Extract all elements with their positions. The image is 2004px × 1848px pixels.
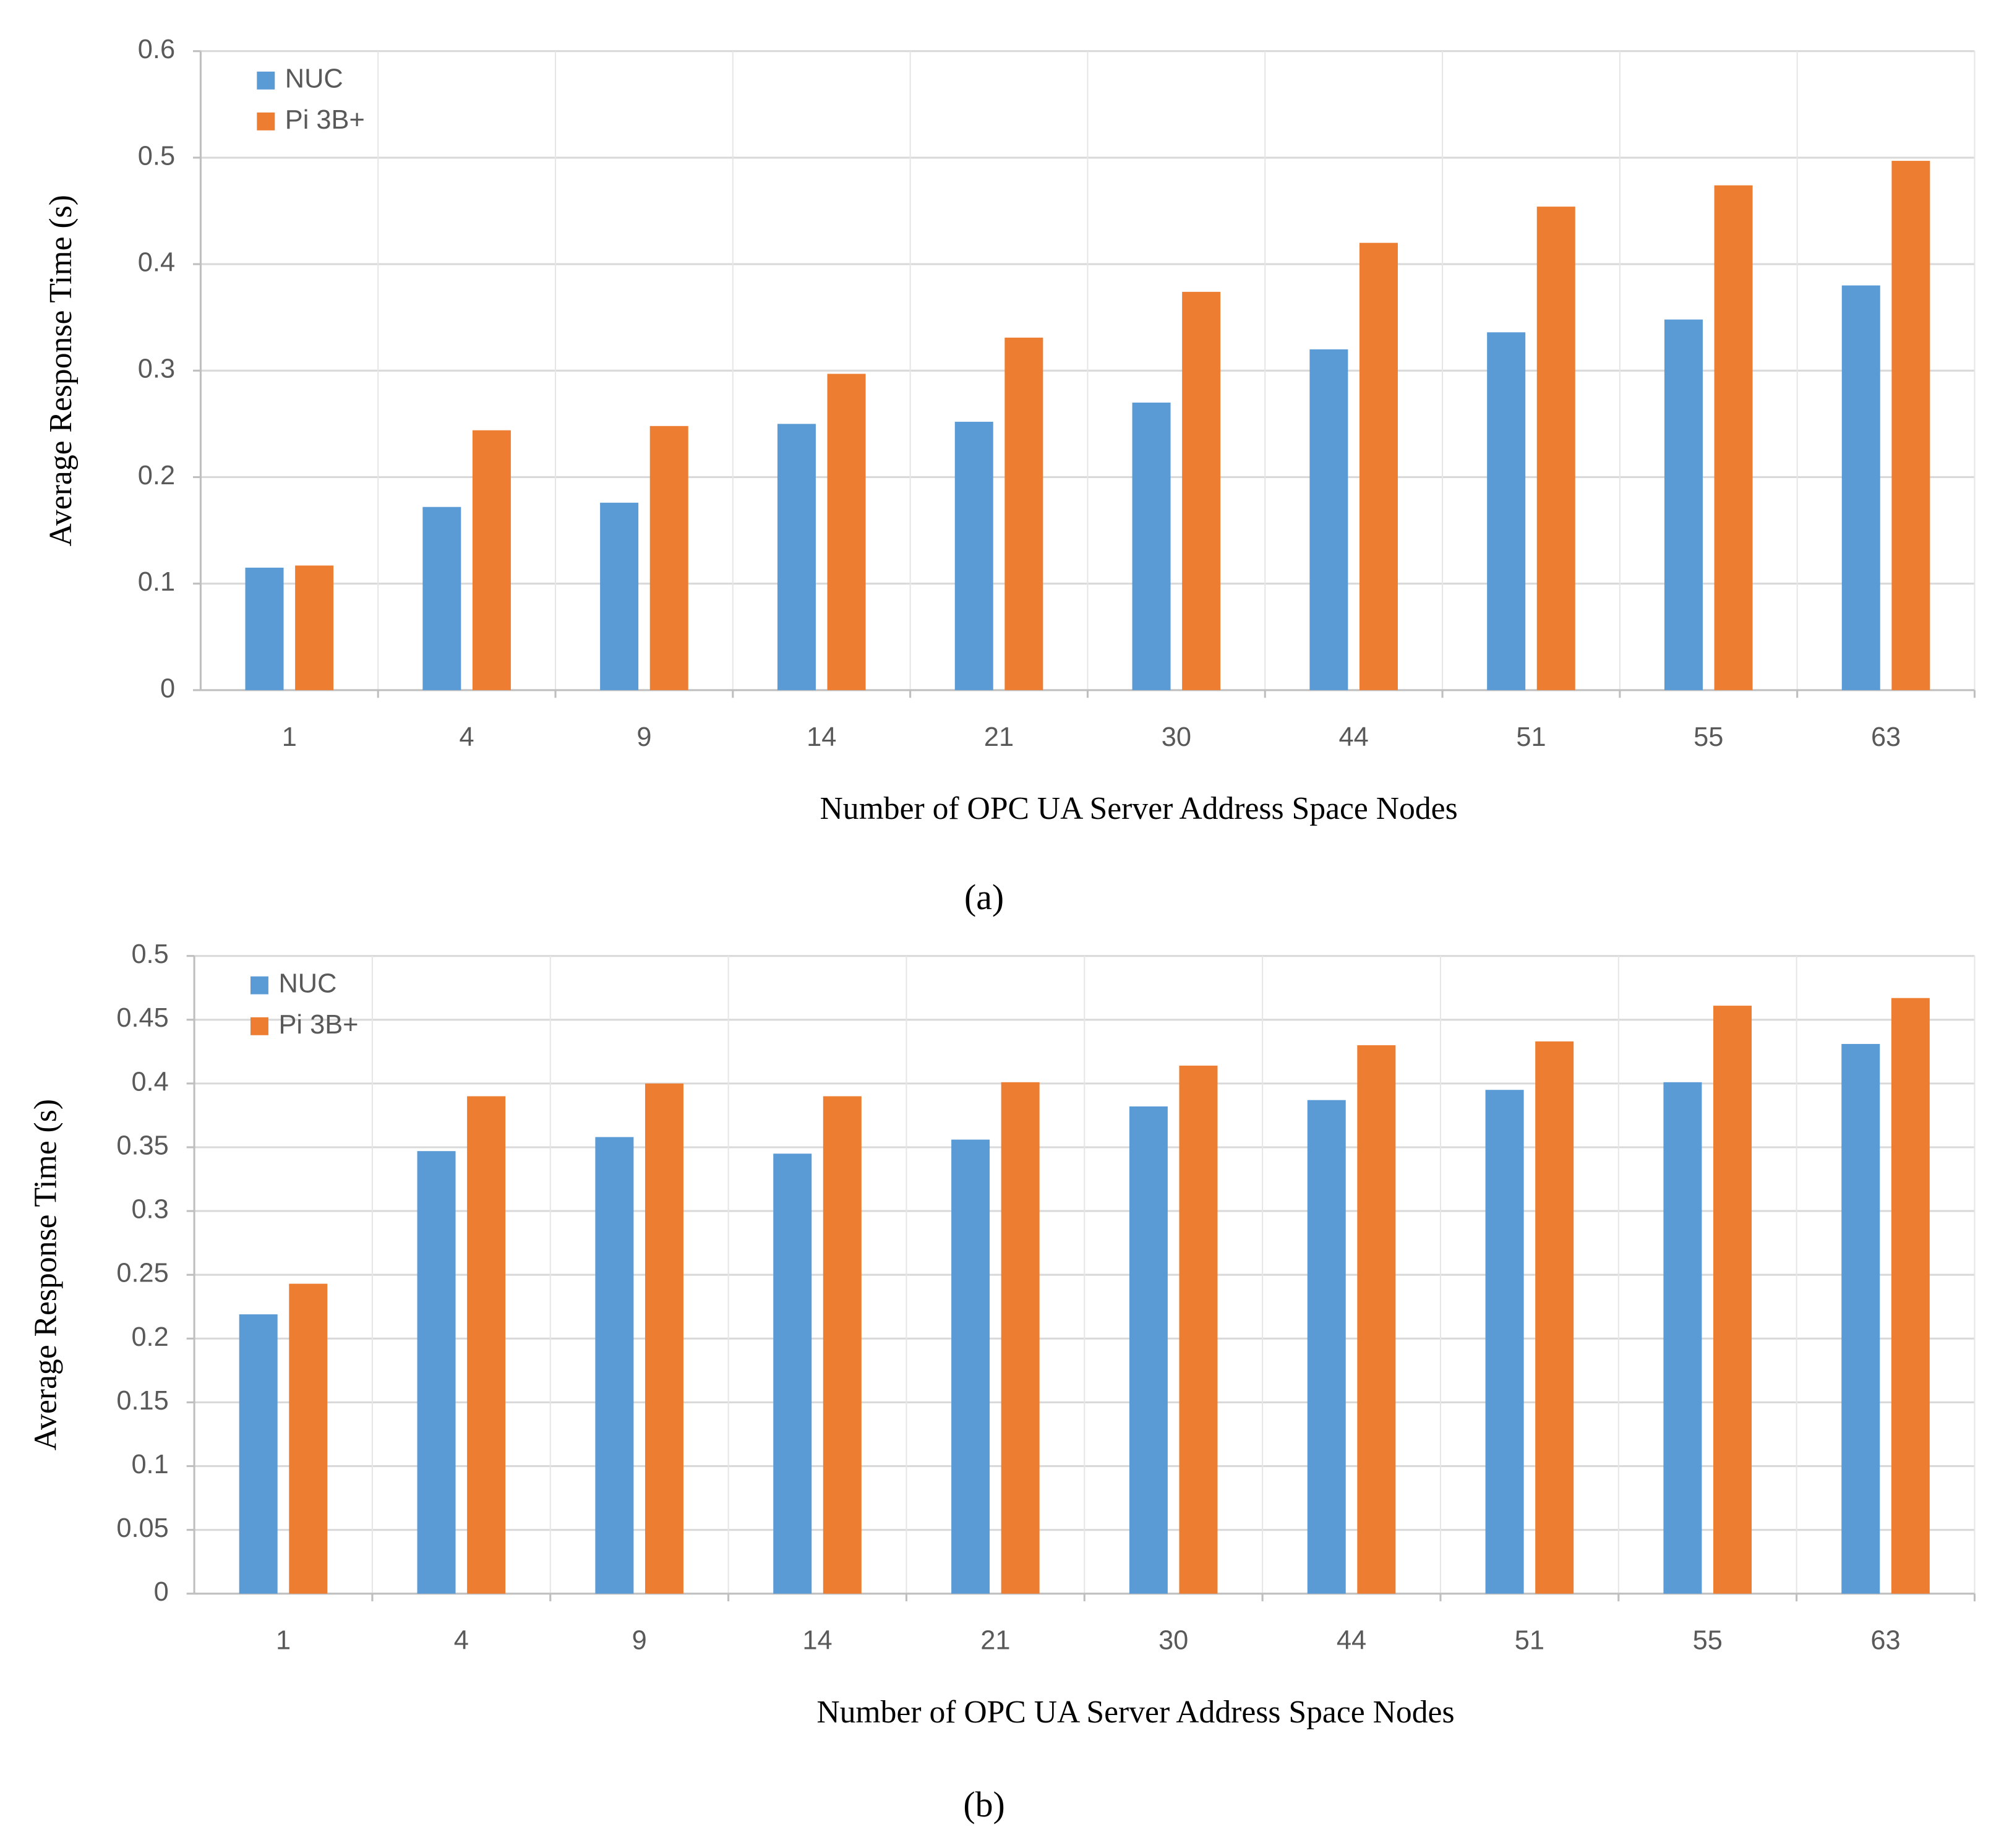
y-tick-label: 0.5 — [131, 939, 168, 969]
x-tick-label: 55 — [1693, 1626, 1723, 1656]
bar — [467, 1096, 506, 1594]
caption: (a) — [964, 877, 1004, 917]
y-tick-label: 0.25 — [116, 1259, 168, 1288]
bar — [1891, 161, 1930, 690]
bar — [1485, 1090, 1524, 1594]
x-tick-label: 44 — [1337, 1626, 1366, 1656]
bar — [1309, 349, 1348, 690]
x-tick-label: 63 — [1870, 1626, 1900, 1656]
x-tick-label: 51 — [1515, 1626, 1544, 1656]
bar — [823, 1096, 862, 1594]
legend-label: NUC — [278, 969, 336, 999]
bar — [422, 507, 461, 690]
x-tick-label: 44 — [1339, 722, 1369, 752]
bar — [1004, 337, 1043, 690]
bar — [600, 502, 639, 690]
bar — [951, 1139, 990, 1594]
bar — [289, 1283, 328, 1594]
y-tick-label: 0.2 — [131, 1322, 168, 1352]
y-tick-label: 0.4 — [138, 248, 175, 278]
legend-swatch — [250, 976, 268, 995]
bar — [1664, 319, 1703, 690]
x-tick-label: 4 — [460, 722, 474, 752]
chart: 00.10.20.30.40.50.61 4 9 14 21 30 44 51 55 63NUCP… — [43, 35, 1976, 917]
y-tick-label: 0.1 — [138, 567, 175, 597]
x-axis-label: Number of OPC UA Server Address Space No… — [816, 1695, 1454, 1730]
legend-label: NUC — [285, 64, 343, 94]
x-tick-label: 30 — [1158, 1626, 1188, 1656]
x-tick-label: 30 — [1162, 722, 1191, 752]
y-tick-label: 0 — [154, 1577, 169, 1607]
bar — [773, 1153, 812, 1594]
bar — [595, 1137, 634, 1594]
bar — [1713, 1006, 1752, 1594]
x-tick-label: 63 — [1871, 722, 1901, 752]
bar — [954, 421, 993, 690]
y-tick-label: 0.45 — [116, 1003, 168, 1033]
bar — [417, 1151, 456, 1594]
x-tick-label: 9 — [636, 722, 651, 752]
x-tick-label: 4 — [454, 1626, 469, 1656]
y-tick-label: 0.3 — [131, 1195, 168, 1225]
bar — [777, 424, 816, 690]
caption: (b) — [963, 1784, 1004, 1824]
bar — [1535, 1041, 1574, 1594]
y-tick-label: 0.3 — [138, 354, 175, 384]
legend-swatch — [250, 1017, 268, 1035]
x-tick-label: 55 — [1694, 722, 1723, 752]
bar — [1487, 332, 1526, 690]
x-tick-label: 14 — [807, 722, 836, 752]
bar — [1132, 402, 1171, 690]
bar — [1663, 1082, 1702, 1594]
bar — [1179, 1066, 1218, 1594]
x-tick-label: 1 — [282, 722, 297, 752]
bar — [239, 1314, 278, 1594]
bar — [1714, 185, 1753, 690]
bar — [1841, 285, 1880, 690]
bar — [1129, 1106, 1168, 1594]
x-tick-label: 14 — [802, 1626, 832, 1656]
x-tick-label: 51 — [1516, 722, 1546, 752]
bar — [1841, 1043, 1880, 1594]
bar — [1001, 1082, 1040, 1594]
y-tick-label: 0.5 — [138, 141, 175, 171]
y-axis-label: Average Response Time (s) — [28, 1099, 63, 1450]
y-tick-label: 0.15 — [116, 1386, 168, 1416]
x-tick-label: 1 — [276, 1626, 291, 1656]
y-tick-label: 0.2 — [138, 461, 175, 490]
x-tick-label: 9 — [632, 1626, 647, 1656]
bar — [1536, 207, 1575, 690]
bar — [827, 374, 866, 690]
chart: 00.050.10.150.20.250.30.350.40.450.51 4 9 1… — [28, 939, 1976, 1824]
y-tick-label: 0.05 — [116, 1513, 168, 1543]
y-tick-label: 0.1 — [131, 1450, 168, 1479]
y-tick-label: 0 — [160, 674, 175, 703]
bar — [295, 565, 334, 690]
bar — [644, 1083, 683, 1594]
bar — [1359, 242, 1398, 690]
legend-swatch — [257, 71, 275, 90]
y-tick-label: 0.35 — [116, 1131, 168, 1160]
legend-swatch — [257, 112, 275, 130]
x-tick-label: 21 — [984, 722, 1014, 752]
bar — [245, 567, 284, 690]
bar — [1891, 998, 1930, 1594]
bar — [649, 426, 688, 690]
bar — [1357, 1045, 1396, 1594]
x-tick-label: 21 — [980, 1626, 1010, 1656]
bar — [1182, 291, 1221, 690]
bar — [1307, 1100, 1346, 1594]
legend-label: Pi 3B+ — [285, 105, 365, 135]
y-tick-label: 0.4 — [131, 1067, 168, 1097]
legend-label: Pi 3B+ — [278, 1010, 358, 1040]
y-tick-label: 0.6 — [138, 35, 175, 64]
y-axis-label: Average Response Time (s) — [43, 195, 79, 546]
x-axis-label: Number of OPC UA Server Address Space No… — [820, 791, 1457, 826]
bar — [472, 430, 511, 690]
